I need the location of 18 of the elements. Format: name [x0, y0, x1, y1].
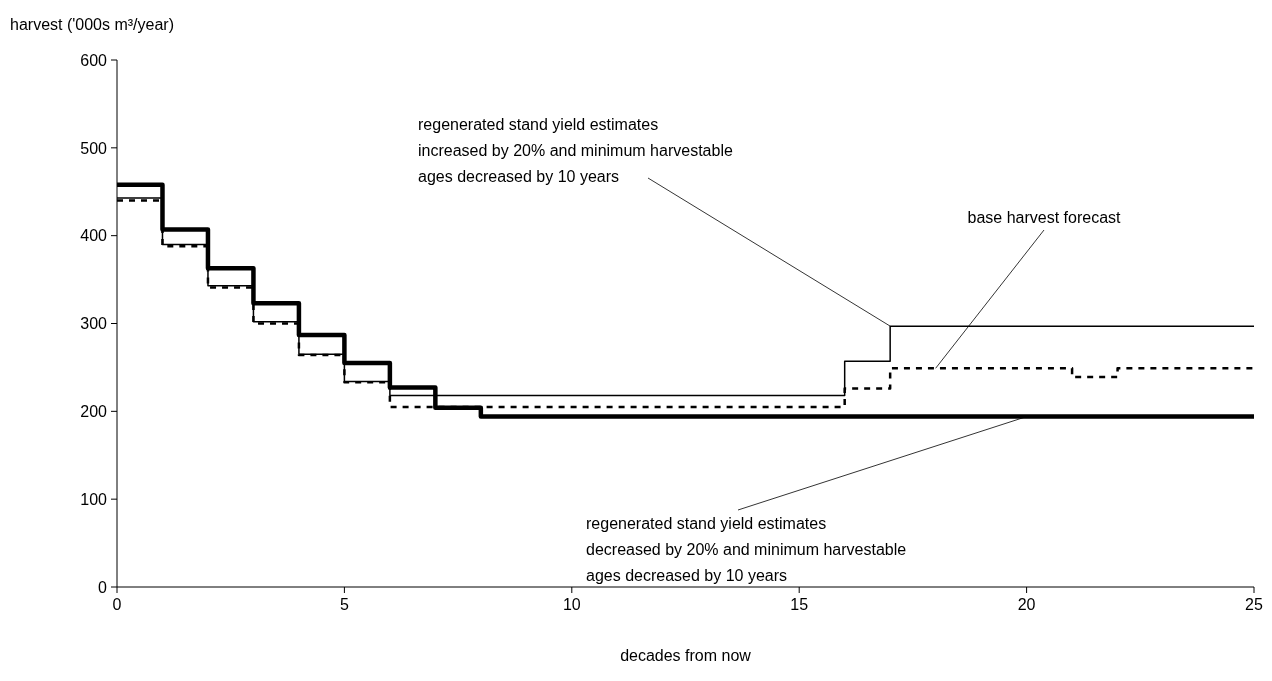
- y-axis-title: harvest ('000s m³/year): [10, 16, 174, 33]
- x-tick-label: 0: [112, 596, 122, 614]
- annotation: regenerated stand yield estimates increased by 20% and minimum harvestable ages decreased by 10 years: [418, 116, 733, 185]
- x-tick-label: 15: [790, 596, 809, 614]
- annotation: base harvest forecast: [967, 209, 1122, 226]
- y-tick-label: 400: [80, 227, 108, 245]
- y-tick-label: 200: [80, 403, 108, 421]
- y-tick-label: 100: [80, 490, 108, 508]
- annotation: regenerated stand yield estimates decreased by 20% and minimum harvestable ages decreased by 10 years: [586, 515, 907, 584]
- x-axis-title: decades from now: [620, 647, 752, 664]
- y-tick-label: 600: [80, 51, 108, 69]
- y-tick-label: 300: [80, 315, 108, 333]
- x-tick-label: 5: [339, 596, 349, 614]
- x-tick-label: 20: [1017, 596, 1036, 614]
- y-tick-label: 0: [98, 578, 108, 596]
- x-tick-label: 10: [562, 596, 581, 614]
- x-tick-label: 25: [1245, 596, 1263, 614]
- y-tick-label: 500: [80, 139, 108, 157]
